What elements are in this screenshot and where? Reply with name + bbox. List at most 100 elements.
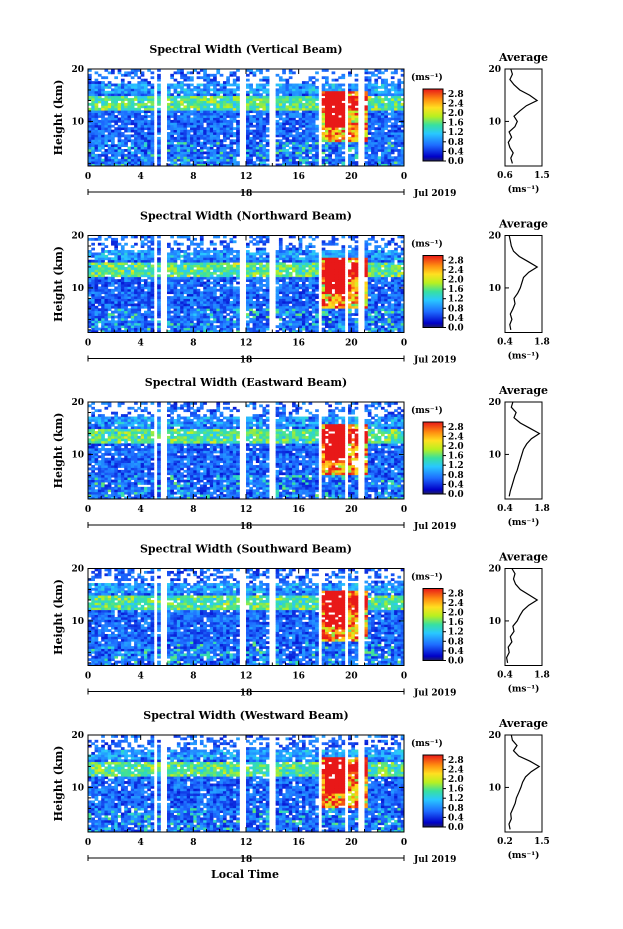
heatmap-cell: [278, 237, 283, 241]
heatmap-cell: [203, 271, 207, 275]
heatmap-cell: [371, 141, 375, 145]
heatmap-cell: [216, 151, 221, 155]
heatmap-cell: [193, 153, 198, 157]
heatmap-cell: [137, 259, 142, 263]
heatmap-cell: [321, 119, 326, 123]
heatmap-cell: [97, 81, 102, 84]
heatmap-cell: [295, 276, 300, 280]
heatmap-cell: [150, 134, 155, 138]
heatmap-cell: [213, 317, 217, 321]
heatmap-cell: [262, 330, 267, 333]
heatmap-cell: [338, 93, 342, 97]
heatmap-cell: [199, 259, 204, 263]
heatmap-cell: [173, 320, 178, 324]
heatmap-cell: [173, 296, 178, 299]
heatmap-cell: [305, 141, 309, 145]
heatmap-cell: [400, 105, 405, 109]
heatmap-cell: [278, 279, 283, 282]
heatmap-cell: [305, 149, 309, 152]
heatmap-cell: [140, 136, 145, 140]
heatmap-cell: [367, 93, 372, 97]
heatmap-cell: [285, 313, 290, 316]
heatmap-cell: [137, 76, 142, 80]
heatmap-cell: [137, 102, 142, 106]
heatmap-cell: [147, 320, 151, 324]
heatmap-cell: [88, 264, 92, 268]
heatmap-cell: [371, 83, 375, 87]
heatmap-cell: [111, 112, 115, 116]
heatmap-cell: [147, 291, 151, 295]
heatmap-cell: [252, 252, 257, 256]
heatmap-cell: [219, 267, 224, 270]
heatmap-cell: [213, 327, 217, 331]
heatmap-cell: [265, 300, 270, 304]
heatmap-cell: [150, 90, 155, 94]
heatmap-cell: [348, 90, 352, 94]
heatmap-cell: [104, 327, 109, 331]
heatmap-cell: [199, 320, 204, 324]
heatmap-cell: [308, 151, 313, 155]
heatmap-cell: [120, 102, 125, 106]
heatmap-cell: [377, 115, 382, 118]
heatmap-cell: [190, 308, 194, 312]
heatmap-cell: [265, 163, 270, 167]
heatmap-cell: [308, 134, 313, 138]
heatmap-cell: [374, 88, 379, 92]
heatmap-cell: [157, 235, 161, 239]
heatmap-cell: [255, 93, 260, 97]
heatmap-cell: [143, 93, 148, 97]
heatmap-cell: [308, 271, 313, 275]
heatmap-cell: [390, 124, 395, 128]
heatmap-cell: [222, 127, 227, 131]
heatmap-cell: [229, 252, 234, 256]
heatmap-cell: [246, 69, 250, 72]
heatmap-cell: [311, 156, 316, 160]
heatmap-cell: [292, 245, 296, 249]
heatmap-cell: [176, 119, 181, 123]
heatmap-cell: [275, 296, 280, 299]
heatmap-cell: [104, 151, 109, 155]
heatmap-cell: [180, 134, 184, 138]
heatmap-cell: [255, 288, 260, 292]
heatmap-cell: [183, 267, 188, 270]
heatmap-cell: [137, 315, 142, 319]
heatmap-cell: [124, 317, 128, 321]
heatmap-cell: [400, 88, 405, 92]
heatmap-cell: [196, 158, 201, 162]
heatmap-cell: [367, 112, 372, 116]
heatmap-cell: [308, 129, 313, 133]
panel-2: Spectral Width (Northward Beam)2010Heigh…: [52, 210, 550, 366]
heatmap-cell: [226, 151, 230, 155]
heatmap-cell: [219, 129, 224, 133]
heatmap-cell: [278, 303, 283, 307]
heatmap-cell: [252, 163, 257, 167]
heatmap-cell: [199, 102, 204, 106]
heatmap-cell: [308, 298, 313, 302]
heatmap-cell: [137, 132, 142, 135]
heatmap-cell: [387, 98, 392, 101]
heatmap-cell: [143, 315, 148, 319]
heatmap-cell: [334, 78, 339, 82]
heatmap-cell: [147, 300, 151, 304]
heatmap-cell: [101, 132, 105, 135]
heatmap-cell: [104, 330, 109, 333]
heatmap-cell: [134, 88, 138, 92]
heatmap-cell: [305, 325, 309, 329]
heatmap-cell: [328, 132, 332, 135]
heatmap-cell: [120, 300, 125, 304]
heatmap-cell: [252, 149, 257, 152]
heatmap-cell: [364, 134, 369, 138]
heatmap-cell: [213, 158, 217, 162]
heatmap-cell: [377, 156, 382, 160]
heatmap-cell: [338, 161, 342, 164]
heatmap-cell: [262, 288, 267, 292]
heatmap-cell: [259, 98, 263, 101]
heatmap-cell: [315, 98, 319, 101]
heatmap-cell: [124, 262, 128, 265]
heatmap-cell: [88, 269, 92, 273]
heatmap-cell: [117, 315, 122, 319]
heatmap-cell: [117, 124, 122, 128]
heatmap-cell: [107, 259, 112, 263]
heatmap-cell: [170, 124, 174, 128]
heatmap-cell: [311, 158, 316, 162]
